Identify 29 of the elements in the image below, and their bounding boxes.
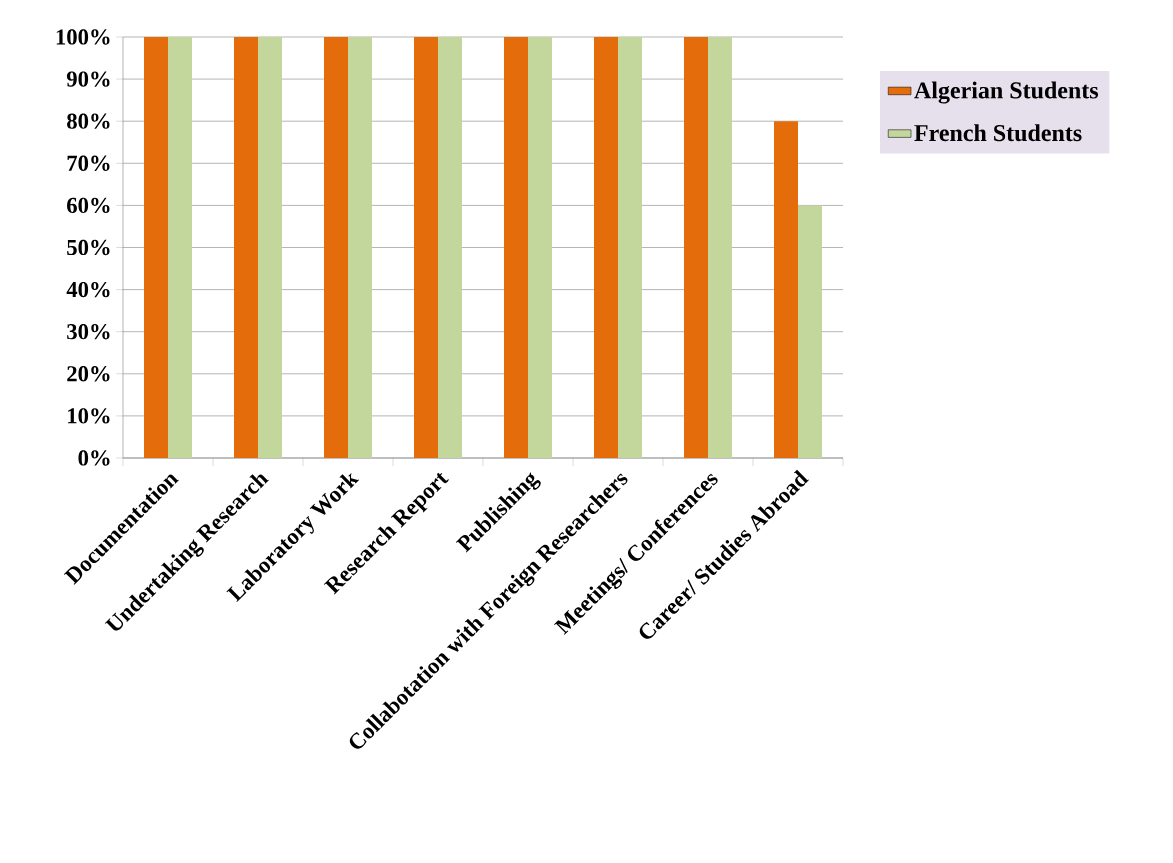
y-tick-label: 0% (78, 450, 110, 466)
bar (414, 36, 438, 458)
bar (798, 205, 822, 458)
bar (618, 36, 642, 458)
y-tick-label: 30% (67, 324, 110, 340)
bar (144, 36, 168, 458)
bar (594, 36, 618, 458)
y-tick-label: 100% (56, 29, 110, 45)
y-tick-label: 60% (67, 197, 110, 214)
y-tick-label: 80% (67, 113, 110, 129)
bar (234, 36, 258, 458)
bar (324, 36, 348, 458)
bar (504, 36, 528, 458)
y-tick-label: 10% (68, 408, 110, 424)
y-tick-label: 40% (66, 281, 110, 298)
bar (708, 36, 732, 458)
bar (774, 121, 798, 458)
y-tick-label: 20% (67, 366, 110, 382)
bar (258, 36, 282, 458)
y-tick-label: 90% (66, 71, 110, 87)
legend-label: Algerian Students (914, 81, 1099, 104)
bar (438, 36, 462, 458)
bar (528, 36, 552, 458)
y-tick-label: 70% (67, 155, 110, 171)
y-tick-label: 50% (67, 239, 110, 256)
bar (348, 36, 372, 458)
bar (168, 36, 192, 458)
legend-label: French Students (914, 124, 1082, 142)
bar (684, 36, 708, 458)
